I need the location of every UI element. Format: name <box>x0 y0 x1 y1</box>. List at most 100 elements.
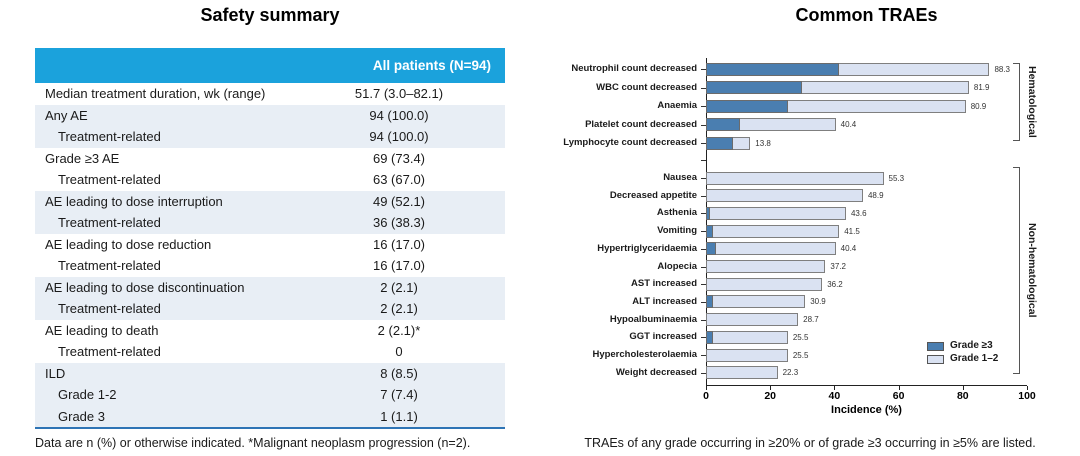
row-label: Median treatment duration, wk (range) <box>45 86 266 101</box>
group-bracket <box>1013 167 1020 374</box>
category-label: Hypoalbuminaemia <box>609 313 697 325</box>
category-label: Vomiting <box>657 225 697 237</box>
bar-value-label: 40.4 <box>840 244 857 254</box>
category-tick <box>701 87 706 89</box>
legend-label: Grade 1–2 <box>950 353 999 364</box>
category-tick <box>701 337 706 339</box>
row-label: AE leading to dose reduction <box>45 236 212 252</box>
row-label: Treatment-related <box>58 301 161 316</box>
safety-summary-title: Safety summary <box>200 5 340 25</box>
common-traes-title: Common TRAEs <box>795 5 938 25</box>
category-label: Alopecia <box>657 260 697 272</box>
x-axis-tick <box>962 386 964 390</box>
bar-value-label: 22.3 <box>782 368 799 378</box>
row-value: 0 <box>395 344 403 359</box>
x-axis-tick-label: 80 <box>956 390 969 402</box>
bar-segment-grade3 <box>706 330 713 344</box>
bar-grade1-2 <box>706 366 778 380</box>
bar-grade1-2 <box>706 171 884 185</box>
group-bracket <box>1013 63 1020 141</box>
category-tick <box>701 213 706 215</box>
bar-grade1-2 <box>706 242 836 256</box>
row-value: 7 (7.4) <box>380 387 418 402</box>
category-tick <box>701 284 706 286</box>
table-row: Grade 3 1 (1.1) <box>35 405 505 427</box>
x-axis-tick-label: 20 <box>764 390 777 402</box>
category-label: Anaemia <box>657 100 697 111</box>
category-label: Asthenia <box>656 207 697 219</box>
bar-value-label: 55.3 <box>888 173 905 183</box>
bar-grade1-2 <box>706 277 823 291</box>
table-row: Grade ≥3 AE 69 (73.4) <box>35 148 505 170</box>
category-tick <box>701 143 706 144</box>
table-row: AE leading to death 2 (2.1)* <box>35 320 505 342</box>
legend-item: Grade 1–2 <box>927 354 998 364</box>
bar-grade1-2 <box>706 330 788 344</box>
bar-value-label: 41.5 <box>844 226 860 236</box>
traes-bar-chart: Neutrophil count decreased 88.3 WBC count … <box>540 0 1080 456</box>
row-label: AE leading to dose interruption <box>45 193 223 209</box>
category-tick <box>701 195 706 197</box>
category-label: AST increased <box>631 278 697 290</box>
table-row: Any AE 94 (100.0) <box>35 104 505 126</box>
bar-value-label: 43.6 <box>850 208 867 218</box>
table-header-row: All patients (N=94) <box>35 48 505 83</box>
table-row: ILD 8 (8.5) <box>35 362 505 384</box>
safety-summary-panel: Safety summary All patients (N=94) Media… <box>35 5 505 450</box>
category-tick <box>701 301 706 303</box>
bar-value-label: 88.3 <box>994 64 1011 74</box>
row-label: Treatment-related <box>58 344 161 359</box>
bar-grade1-2 <box>706 348 788 362</box>
category-tick <box>701 319 706 321</box>
x-axis-tick-label: 100 <box>1018 390 1036 402</box>
category-label: Lymphocyte count decreased <box>563 137 697 148</box>
row-value: 36 (38.3) <box>372 215 426 230</box>
category-label: Decreased appetite <box>609 189 697 201</box>
x-axis-tick <box>898 386 900 390</box>
legend-swatch <box>927 341 944 351</box>
chart-footnote: TRAEs of any grade occurring in ≥20% or … <box>584 436 1036 450</box>
table-footnote: Data are n (%) or otherwise indicated. *… <box>35 436 471 450</box>
row-value: 94 (100.0) <box>369 107 429 123</box>
row-value: 8 (8.5) <box>380 365 418 381</box>
row-value: 16 (17.0) <box>372 236 426 252</box>
legend-label: Grade ≥3 <box>950 340 993 351</box>
row-value: 51.7 (3.0–82.1) <box>354 86 444 101</box>
x-axis-tick <box>1027 386 1028 390</box>
bar-segment-grade3 <box>706 81 802 94</box>
table-row: AE leading to dose interruption 49 (52.1) <box>35 190 505 212</box>
row-label: Any AE <box>45 107 88 123</box>
bar-value-label: 40.4 <box>840 120 857 129</box>
table-row: Treatment-related 63 (67.0) <box>35 169 505 191</box>
x-axis-tick-label: 40 <box>828 390 841 402</box>
category-label: Hypercholesterolaemia <box>592 349 697 360</box>
bar-value-label: 80.9 <box>970 101 987 111</box>
category-label: GGT increased <box>629 331 697 343</box>
axis-minor-tick <box>701 160 706 161</box>
table-row: Median treatment duration, wk (range) 51.… <box>35 83 505 105</box>
category-tick <box>701 178 706 179</box>
group-bracket-label: Non-hematological <box>1026 223 1038 318</box>
bar-value-label: 37.2 <box>830 262 846 271</box>
row-value: 2 (2.1) <box>380 301 418 316</box>
x-axis-tick <box>706 386 707 390</box>
row-value: 94 (100.0) <box>369 129 429 144</box>
group-bracket-label: Hematological <box>1026 66 1038 138</box>
bar-grade1-2 <box>706 313 799 327</box>
category-tick <box>701 266 706 268</box>
table-row: Treatment-related 2 (2.1) <box>35 298 505 320</box>
x-axis-title: Incidence (%) <box>831 404 902 416</box>
category-label: Hypertriglyceridaemia <box>597 242 697 254</box>
bar-value-label: 81.9 <box>973 83 990 92</box>
x-axis-tick-label: 60 <box>892 390 905 402</box>
legend-item: Grade ≥3 <box>927 341 998 351</box>
table-row: Treatment-related 36 (38.3) <box>35 212 505 234</box>
bar-segment-grade3 <box>706 136 734 150</box>
safety-summary-table: All patients (N=94) Median treatment dur… <box>35 48 505 429</box>
bar-segment-grade3 <box>706 99 788 113</box>
table-row: Grade 1-2 7 (7.4) <box>35 384 505 406</box>
bar-segment-grade3 <box>706 118 741 131</box>
row-label: Grade 3 <box>58 408 105 424</box>
bar-value-label: 48.9 <box>867 191 884 201</box>
bar-value-label: 30.9 <box>810 297 826 307</box>
